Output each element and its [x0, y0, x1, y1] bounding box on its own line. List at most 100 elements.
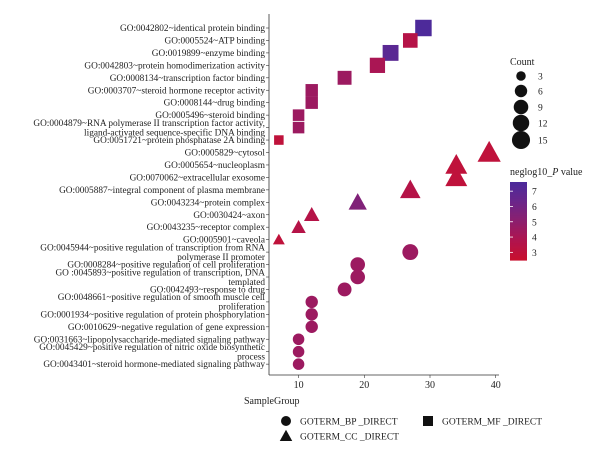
data-point	[369, 57, 386, 73]
count-legend: Count 3 6 9 12 15	[510, 57, 548, 150]
colorbar-segment	[510, 226, 527, 229]
pvalue-legend-title: neglog10_P value	[510, 167, 583, 178]
colorbar-segment	[510, 237, 527, 240]
y-tick-label: GO:0008134~transcription factor binding	[110, 73, 266, 84]
y-tick-label: GO:0043401~steroid hormone-mediated sign…	[43, 360, 265, 370]
x-tick-label: 20	[359, 380, 369, 391]
count-legend-title: Count	[510, 57, 535, 68]
colorbar-segment	[510, 192, 527, 195]
data-point	[305, 308, 318, 321]
data-point	[305, 295, 318, 309]
data-point	[400, 179, 421, 199]
y-tick-label: GO:0045944~positive regulation of transc…	[40, 242, 266, 263]
colorbar-segment	[510, 202, 527, 205]
data-point	[292, 358, 305, 370]
colorbar-segment	[510, 189, 527, 192]
y-tick-label: GO:0005887~integral component of plasma …	[59, 185, 265, 196]
colorbar-segment	[510, 196, 527, 199]
y-tick-label: GO:0010629~negative regulation of gene e…	[68, 322, 265, 333]
colorbar-segment	[510, 257, 527, 260]
y-tick-label: GO:0005524~ATP binding	[165, 37, 266, 47]
colorbar-segment	[510, 204, 527, 206]
colorbar-segment	[510, 222, 527, 225]
colorbar-segment	[510, 182, 527, 184]
y-tick-label: GO:0005654~nucleoplasm	[164, 161, 265, 171]
samplegroup-legend-label: GOTERM_CC _DIRECT	[300, 433, 399, 443]
y-tick-label: GO:0042803~protein homodimerization acti…	[84, 61, 265, 71]
colorbar-segment	[510, 218, 527, 221]
colorbar-segment	[510, 230, 527, 232]
samplegroup-legend-label: GOTERM_BP _DIRECT	[300, 418, 398, 428]
count-legend-dot	[513, 99, 529, 115]
samplegroup-legend-triangle-icon	[279, 429, 293, 441]
data-point	[292, 345, 305, 358]
colorbar-segment	[510, 191, 527, 193]
data-points	[272, 19, 501, 370]
colorbar-segment	[510, 247, 527, 249]
colorbar-segment	[510, 223, 527, 226]
y-tick-label: GO:0070062~extracellular exosome	[130, 173, 265, 183]
colorbar-segment	[510, 188, 527, 191]
colorbar-segment	[510, 217, 527, 219]
colorbar-tick-label: 4	[532, 234, 537, 244]
colorbar-segment	[510, 245, 527, 248]
colorbar-segment	[510, 239, 527, 242]
data-point	[292, 109, 305, 121]
colorbar-tick-label: 6	[532, 203, 537, 213]
colorbar-segment	[510, 214, 527, 217]
y-tick-label: GO:0043234~protein complex	[151, 198, 266, 208]
colorbar-segment	[510, 231, 527, 234]
colorbar-segment	[510, 248, 527, 251]
colorbar-segment	[510, 256, 527, 258]
data-point	[402, 244, 419, 261]
count-legend-label: 9	[538, 104, 543, 114]
data-point	[274, 135, 284, 145]
colorbar-segment	[510, 215, 527, 218]
data-point	[415, 19, 432, 37]
colorbar-segment	[510, 183, 527, 186]
y-tick-label: GO:0045429~positive regulation of nitric…	[39, 342, 265, 363]
data-point	[445, 166, 468, 187]
y-tick-label: GO:0019899~enzyme binding	[152, 49, 266, 59]
colorbar-segment	[510, 224, 527, 227]
colorbar-segment	[510, 232, 527, 235]
samplegroup-legend-square-icon	[423, 416, 433, 426]
y-tick-label: GO:0042493~response to drug	[150, 285, 265, 295]
x-tick-label: 30	[425, 380, 435, 391]
data-point	[382, 44, 399, 61]
samplegroup-legend-title: SampleGroup	[244, 396, 300, 407]
y-tick-label: GO:0005829~cytosol	[185, 149, 266, 159]
count-legend-label: 6	[538, 88, 543, 98]
data-point	[402, 33, 418, 48]
colorbar-segment	[510, 236, 527, 239]
data-point	[291, 219, 306, 233]
colorbar-segment	[510, 201, 527, 204]
colorbar-segment	[510, 198, 527, 201]
colorbar-segment	[510, 249, 527, 252]
samplegroup-legend: SampleGroup GOTERM_BP _DIRECT GOTERM_MF _…	[244, 396, 542, 443]
samplegroup-legend-label: GOTERM_MF _DIRECT	[442, 418, 542, 428]
colorbar-segment	[510, 252, 527, 255]
y-tick-label: GO:0031663~lipopolysaccharide-mediated s…	[34, 335, 266, 345]
colorbar-segment	[510, 187, 527, 190]
colorbar-segment	[510, 211, 527, 214]
colorbar-segment	[510, 243, 527, 245]
colorbar-segment	[510, 250, 527, 253]
samplegroup-legend-circle-icon	[281, 416, 291, 426]
colorbar-segment	[510, 254, 527, 257]
colorbar-segment	[510, 213, 527, 216]
data-point	[292, 121, 305, 134]
x-tick-label: 10	[294, 380, 304, 391]
count-legend-label: 3	[538, 73, 543, 83]
colorbar-segment	[510, 200, 527, 203]
colorbar-tick-label: 7	[532, 188, 537, 198]
colorbar-segment	[510, 241, 527, 244]
colorbar-segment	[510, 184, 527, 187]
pvalue-legend: neglog10_P value 7 6 5 4 3	[510, 167, 583, 261]
data-point	[350, 257, 366, 272]
data-point	[292, 333, 305, 346]
colorbar-segment	[510, 210, 527, 213]
count-legend-dot	[511, 130, 531, 150]
colorbar-segment	[510, 235, 527, 238]
